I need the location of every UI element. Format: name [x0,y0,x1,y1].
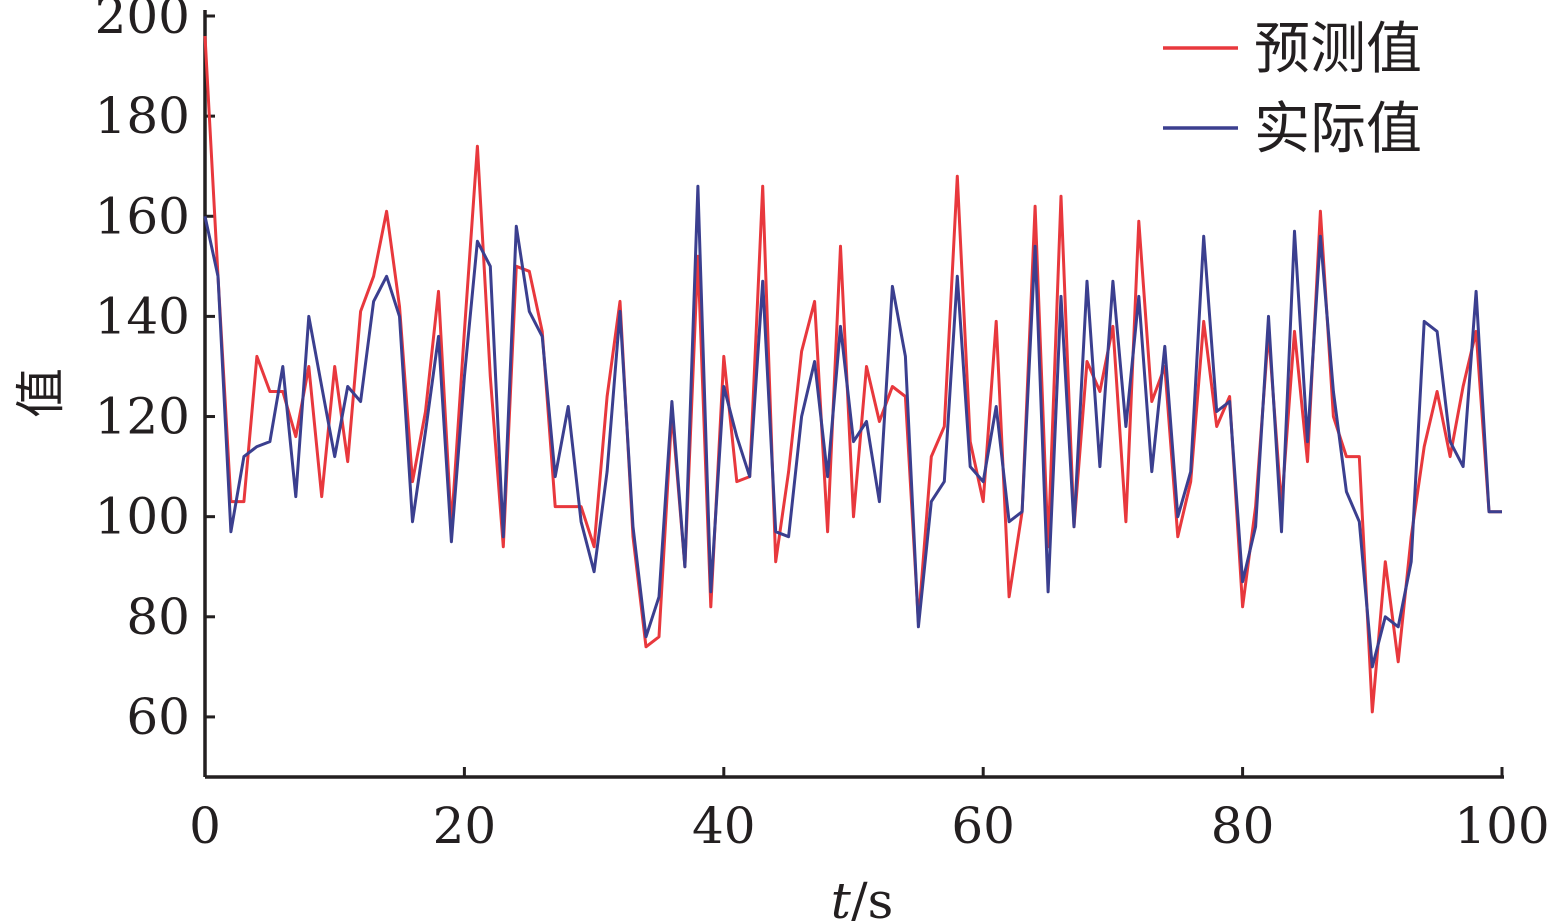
tick-labels: 60 80 100 120 140 160 180 200 0 20 40 60 80 100 [95,0,1548,855]
y-tick-label: 100 [95,488,190,546]
x-tick-label: 0 [189,797,221,855]
x-tick-label: 80 [1211,797,1275,855]
x-tick-label: 60 [951,797,1015,855]
y-tick-label: 80 [126,588,190,646]
legend-label-predicted: 预测值 [1254,17,1422,82]
x-tick-label: 20 [433,797,497,855]
series-line-actual [203,184,1502,669]
y-tick-label: 200 [95,0,190,45]
y-tick-label: 60 [126,688,190,746]
axes [203,10,1504,779]
x-tick-label: 100 [1454,797,1548,855]
x-tick-label: 40 [692,797,756,855]
y-axis-label: 值 [12,368,70,418]
x-axis-label: t/s [831,872,894,921]
legend-label-actual: 实际值 [1254,97,1422,162]
y-tick-label: 140 [95,287,190,345]
y-tick-label: 160 [95,187,190,245]
y-tick-label: 120 [95,388,190,446]
y-tick-label: 180 [95,87,190,145]
series-layer [203,35,1502,714]
